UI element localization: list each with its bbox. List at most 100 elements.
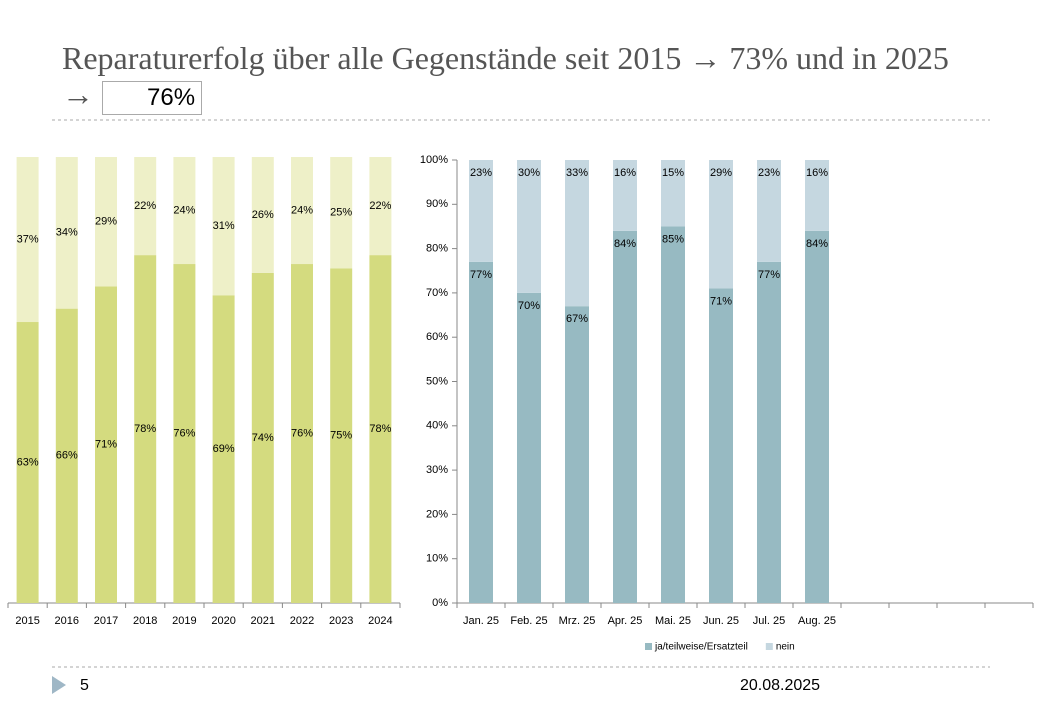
legend-swatch xyxy=(765,643,773,650)
y-tick-label: 60% xyxy=(426,331,448,343)
value-label: 26% xyxy=(252,209,274,221)
value-label: 37% xyxy=(17,233,39,245)
bar-segment xyxy=(469,160,493,262)
x-tick-label: 2016 xyxy=(55,615,79,627)
highlight-box: 76% xyxy=(102,80,203,115)
bar-segment xyxy=(613,230,637,603)
bar-segment xyxy=(565,306,589,603)
x-tick-label: Mai. 25 xyxy=(655,615,691,627)
value-label: 22% xyxy=(369,200,391,212)
x-tick-label: Feb. 25 xyxy=(510,615,547,627)
y-tick-label: 50% xyxy=(426,375,448,387)
value-label: 71% xyxy=(95,439,117,451)
slide-number: 5 xyxy=(80,677,89,694)
bar-segment xyxy=(661,160,685,227)
value-label: 69% xyxy=(213,443,235,455)
bar-segment xyxy=(469,261,493,603)
bar-segment xyxy=(212,157,235,296)
x-tick-label: 2015 xyxy=(15,615,39,627)
x-tick-label: Jun. 25 xyxy=(703,615,739,627)
value-label: 84% xyxy=(614,238,636,250)
bar-segment xyxy=(95,286,117,603)
value-label: 16% xyxy=(614,167,636,179)
value-label: 70% xyxy=(518,300,540,312)
legend-label: ja/teilweise/Ersatzteil xyxy=(654,642,748,653)
bar-segment xyxy=(251,157,274,273)
bar-segment xyxy=(709,160,733,289)
bar-segment xyxy=(661,226,685,603)
value-label: 77% xyxy=(758,269,780,281)
bar-segment xyxy=(330,268,353,603)
x-tick-label: 2024 xyxy=(368,615,392,627)
value-label: 74% xyxy=(252,432,274,444)
legend-label: nein xyxy=(776,642,795,653)
bar-segment xyxy=(173,264,196,603)
x-tick-label: 2020 xyxy=(211,615,235,627)
bar-segment xyxy=(95,157,117,287)
value-label: 23% xyxy=(470,167,492,179)
y-tick-label: 40% xyxy=(426,420,448,432)
bar-segment xyxy=(251,272,274,603)
bar-segment xyxy=(757,160,781,262)
y-tick-label: 90% xyxy=(426,198,448,210)
x-tick-label: Jan. 25 xyxy=(463,615,499,627)
value-label: 16% xyxy=(806,167,828,179)
y-tick-label: 80% xyxy=(426,243,448,255)
bar-segment xyxy=(291,157,313,265)
bar-segment xyxy=(613,160,637,231)
x-tick-label: 2021 xyxy=(251,615,275,627)
bar-segment xyxy=(55,157,78,309)
value-label: 63% xyxy=(17,456,39,468)
slide-title: Reparaturerfolg über alle Gegenstände se… xyxy=(62,40,962,115)
y-tick-label: 20% xyxy=(426,508,448,520)
value-label: 66% xyxy=(56,450,78,462)
bar-segment xyxy=(134,255,157,603)
value-label: 29% xyxy=(710,167,732,179)
value-label: 29% xyxy=(95,216,117,228)
value-label: 75% xyxy=(330,430,352,442)
x-tick-label: 2019 xyxy=(172,615,196,627)
bar-segment xyxy=(517,160,541,293)
bar-segment xyxy=(805,160,829,231)
value-label: 31% xyxy=(213,220,235,232)
value-label: 71% xyxy=(710,295,732,307)
legend-swatch xyxy=(645,643,652,650)
x-tick-label: Aug. 25 xyxy=(798,615,836,627)
bar-segment xyxy=(16,322,39,603)
value-label: 22% xyxy=(134,200,156,212)
value-label: 33% xyxy=(566,167,588,179)
bar-segment xyxy=(709,288,733,603)
date: 20.08.2025 xyxy=(740,677,820,694)
bar-segment xyxy=(369,255,392,603)
value-label: 25% xyxy=(330,207,352,219)
value-label: 76% xyxy=(291,427,313,439)
value-label: 30% xyxy=(518,167,540,179)
x-tick-label: Mrz. 25 xyxy=(559,615,596,627)
bar-segment xyxy=(565,160,589,307)
y-tick-label: 70% xyxy=(426,287,448,299)
bar-segment xyxy=(173,157,196,265)
value-label: 85% xyxy=(662,233,684,245)
value-label: 15% xyxy=(662,167,684,179)
y-tick-label: 10% xyxy=(426,553,448,565)
value-label: 34% xyxy=(56,227,78,239)
value-label: 84% xyxy=(806,238,828,250)
bar-segment xyxy=(291,264,313,603)
bar-segment xyxy=(16,157,39,323)
bullet xyxy=(52,676,66,694)
x-tick-label: 2023 xyxy=(329,615,353,627)
value-label: 24% xyxy=(291,204,313,216)
title-text: Reparaturerfolg über alle Gegenstände se… xyxy=(62,40,949,112)
bar-segment xyxy=(134,157,157,256)
bar-segment xyxy=(805,230,829,603)
bar-segment xyxy=(55,308,78,603)
y-tick-label: 30% xyxy=(426,464,448,476)
value-label: 23% xyxy=(758,167,780,179)
x-tick-label: Apr. 25 xyxy=(608,615,643,627)
y-tick-label: 100% xyxy=(420,154,448,166)
bar-segment xyxy=(212,295,235,603)
value-label: 76% xyxy=(173,427,195,439)
x-tick-label: 2022 xyxy=(290,615,314,627)
